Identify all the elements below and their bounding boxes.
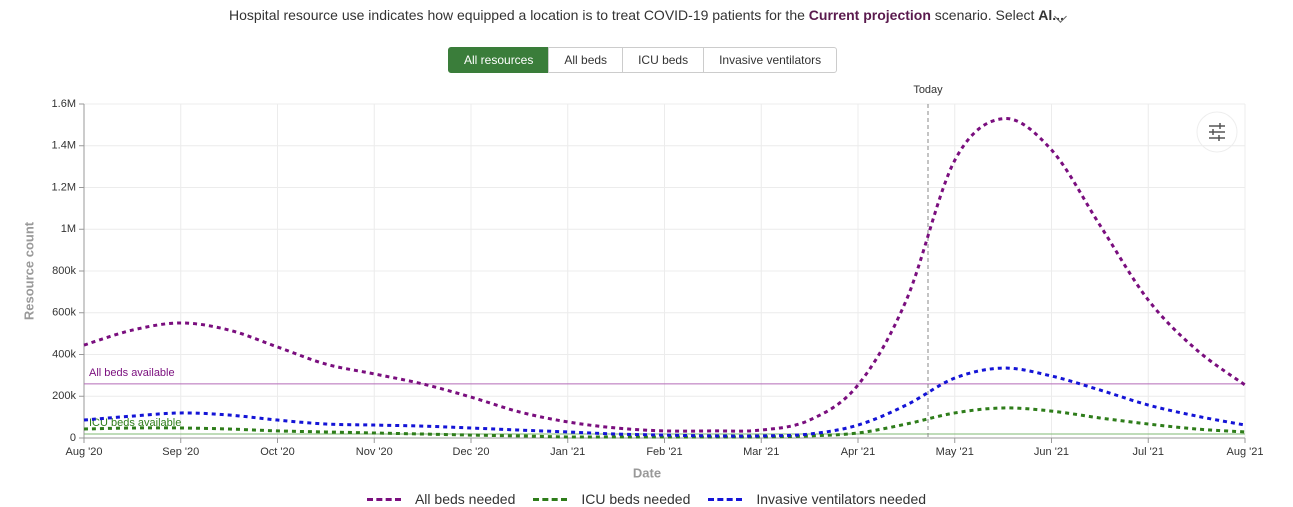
- legend-swatch: [366, 497, 401, 501]
- y-tick-label: 1.6M: [52, 98, 76, 110]
- x-tick-label: Nov '20: [356, 446, 393, 458]
- desc-truncated: Al...: [1038, 7, 1064, 23]
- x-tick-label: Apr '21: [841, 446, 876, 458]
- legend: All beds needed ICU beds needed Invasive v…: [0, 491, 1293, 507]
- y-tick-label: 1.2M: [52, 181, 76, 193]
- x-tick-label: Aug '20: [66, 446, 103, 458]
- x-tick-label: May '21: [936, 446, 974, 458]
- x-tick-label: Sep '20: [162, 446, 199, 458]
- tab[interactable]: All beds: [548, 47, 624, 73]
- legend-label: Invasive ventilators needed: [756, 491, 927, 507]
- x-tick-label: Dec '20: [453, 446, 490, 458]
- legend-item: Invasive ventilators needed: [708, 491, 926, 507]
- legend-label: All beds needed: [414, 491, 516, 507]
- description: Hospital resource use indicates how equi…: [0, 7, 1293, 23]
- x-axis-label: Date: [633, 465, 661, 480]
- x-tick-label: Jul '21: [1133, 446, 1164, 458]
- x-tick-label: Feb '21: [646, 446, 682, 458]
- reference-label: All beds available: [89, 367, 175, 379]
- desc-text: Hospital resource use indicates how equi…: [229, 7, 805, 23]
- x-tick-label: Jun '21: [1034, 446, 1069, 458]
- y-tick-label: 600k: [52, 307, 76, 319]
- chart: Resource count Date 0 200k 400k 600k 800k 1M 1…: [21, 84, 1264, 481]
- x-tick-label: Jan '21: [550, 446, 585, 458]
- legend-label: ICU beds needed: [581, 491, 691, 507]
- y-axis-label: Resource count: [21, 221, 36, 320]
- y-tick-label: 200k: [52, 390, 76, 402]
- desc-text: scenario. Select: [934, 7, 1035, 23]
- legend-swatch: [533, 497, 568, 501]
- today-label: Today: [913, 84, 943, 96]
- tab[interactable]: ICU beds: [622, 47, 705, 73]
- series-line: [83, 366, 1246, 438]
- settings-icon: [1209, 123, 1225, 141]
- tabs: All resources All beds ICU beds Invasive ve…: [448, 47, 838, 73]
- y-tick-label: 800k: [52, 265, 76, 277]
- x-tick-label: Aug '21: [1227, 446, 1264, 458]
- y-tick-label: 0: [70, 432, 76, 444]
- y-tick-label: 400k: [52, 348, 76, 360]
- reference-label: ICU beds available: [89, 417, 181, 429]
- legend-item: All beds needed: [366, 491, 516, 507]
- legend-item: ICU beds needed: [533, 491, 690, 507]
- axes: 0 200k 400k 600k 800k 1M 1.2M 1.4M 1.6M Aug '20 Se…: [52, 84, 1264, 458]
- x-tick-label: Mar '21: [743, 446, 779, 458]
- y-tick-label: 1M: [61, 223, 76, 235]
- y-tick-label: 1.4M: [52, 140, 76, 152]
- x-tick-label: Oct '20: [260, 446, 295, 458]
- tab[interactable]: Invasive ventilators: [703, 47, 838, 73]
- legend-swatch: [708, 497, 743, 501]
- desc-highlight: Current projection: [808, 7, 931, 23]
- series-line: [83, 406, 1246, 439]
